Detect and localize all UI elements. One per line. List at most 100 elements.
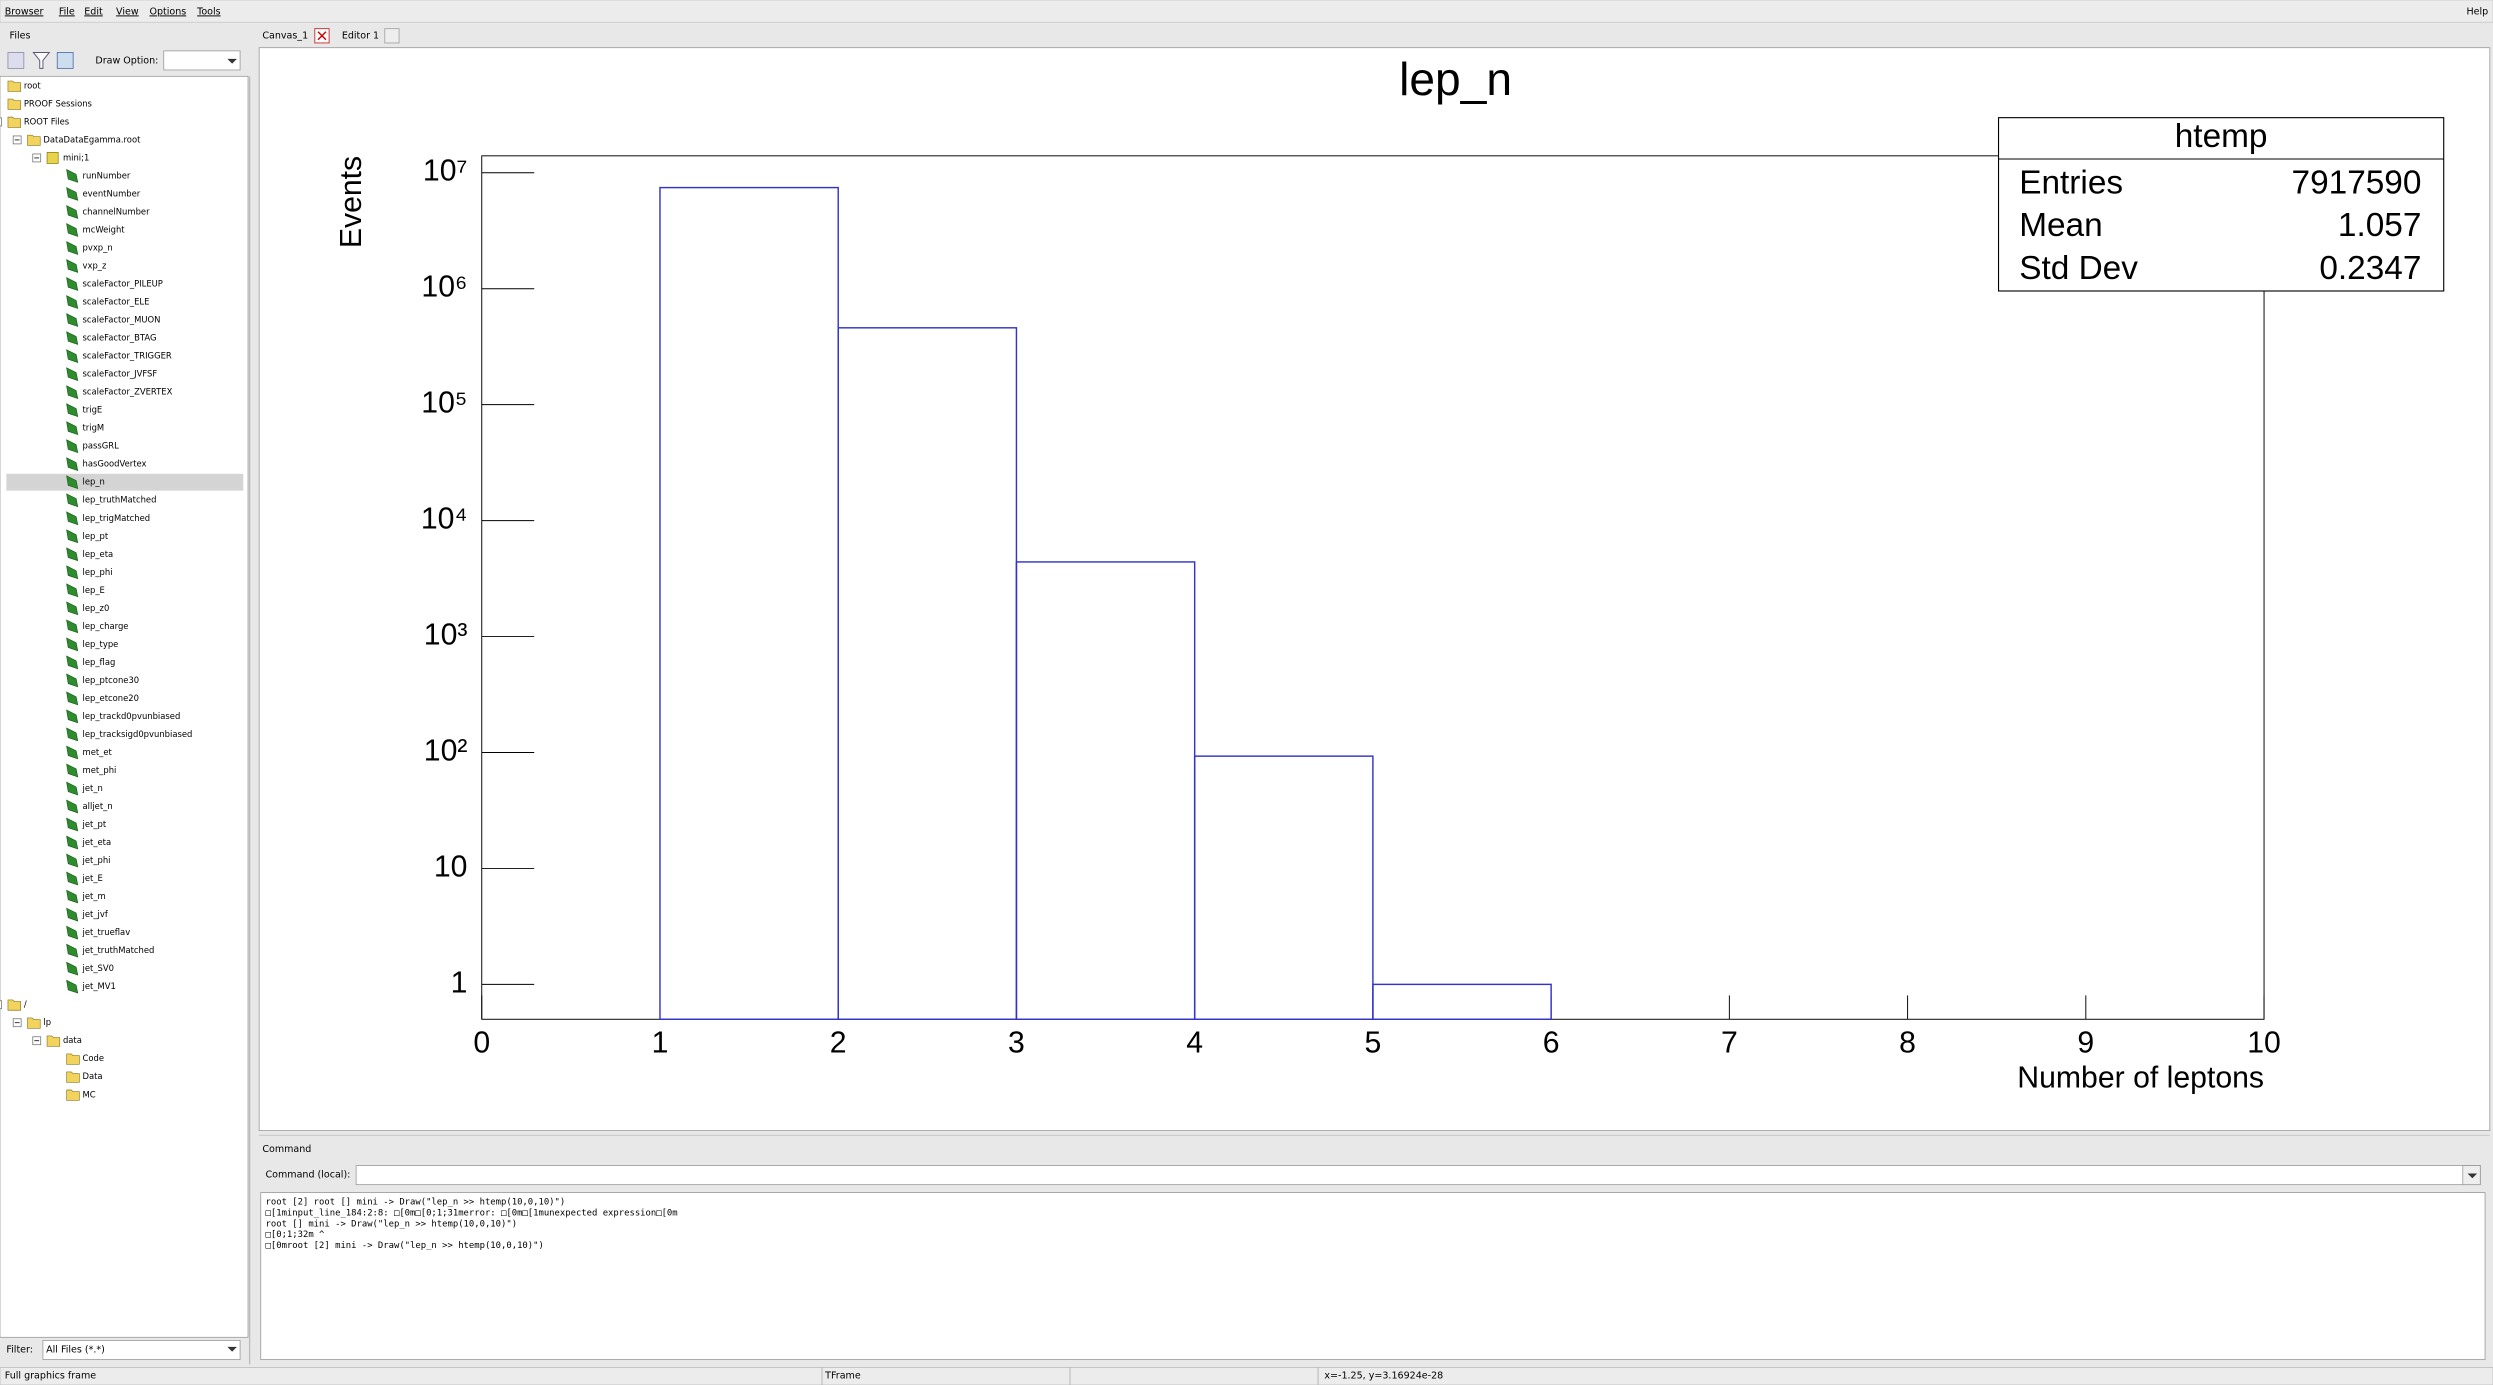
tree-item[interactable]: lep_E <box>83 585 105 595</box>
command-entry[interactable] <box>355 1165 2481 1186</box>
leaf-icon <box>66 439 79 454</box>
close-tab-icon[interactable] <box>384 28 400 44</box>
tree-item[interactable]: met_phi <box>83 765 117 775</box>
tree-item[interactable]: channelNumber <box>83 206 151 216</box>
tree-item[interactable]: jet_n <box>82 783 103 793</box>
leaf-icon <box>66 421 79 436</box>
tree-item[interactable]: lep_charge <box>83 621 129 631</box>
leaf-icon <box>66 727 79 742</box>
tree-item[interactable]: trigM <box>83 423 105 433</box>
menu-item[interactable]: File <box>59 6 75 17</box>
leaf-icon <box>66 565 79 580</box>
tree-item[interactable]: eventNumber <box>83 188 141 198</box>
tree-item[interactable]: jet_pt <box>82 819 107 829</box>
leaf-icon <box>66 223 79 237</box>
tree-item[interactable]: DataDataEgamma.root <box>43 134 141 144</box>
sort-button[interactable] <box>7 52 25 69</box>
tree-item[interactable]: lep_flag <box>83 657 116 667</box>
y-tick-label: 10⁷ <box>423 155 468 188</box>
tree-item[interactable]: jet_phi <box>82 855 111 865</box>
tree-item[interactable]: Code <box>83 1053 105 1063</box>
expander[interactable] <box>0 1000 2 1010</box>
tree-item[interactable]: runNumber <box>83 170 131 180</box>
tree-item[interactable]: scaleFactor_PILEUP <box>83 279 163 289</box>
tree-item[interactable]: MC <box>83 1089 96 1099</box>
tree-item[interactable]: trigE <box>83 405 103 415</box>
tree-item[interactable]: lep_type <box>83 639 119 649</box>
tab-label[interactable]: Editor 1 <box>342 30 379 41</box>
tree-item[interactable]: jet_m <box>82 891 106 901</box>
tree-item[interactable]: lep_n <box>83 477 105 487</box>
tree-item[interactable]: hasGoodVertex <box>83 459 147 469</box>
combo-value[interactable]: All Files (*.*) <box>46 1345 105 1356</box>
menu-item[interactable]: Tools <box>196 6 221 17</box>
tree-item[interactable]: mcWeight <box>83 224 126 234</box>
x-tick-label: 8 <box>1899 1027 1916 1060</box>
expander[interactable] <box>0 117 2 127</box>
menu-item[interactable]: Options <box>149 6 186 17</box>
tree-item[interactable]: jet_trueflav <box>82 927 131 937</box>
tree-item[interactable]: vxp_z <box>83 261 107 271</box>
tree-icon <box>46 152 59 164</box>
tree-item[interactable]: lep_ptcone30 <box>83 675 140 685</box>
tree-item[interactable]: scaleFactor_TRIGGER <box>83 351 172 361</box>
tree-item[interactable]: scaleFactor_MUON <box>83 315 161 325</box>
tab-label[interactable]: Files <box>10 30 31 41</box>
leaf-icon <box>66 241 79 255</box>
leaf-icon <box>66 763 79 778</box>
tree-item[interactable]: scaleFactor_JVFSF <box>83 369 158 379</box>
tree-item[interactable]: lep_z0 <box>83 603 110 613</box>
tree-panel <box>0 75 249 1338</box>
leaf-icon <box>66 313 79 327</box>
tree-item[interactable]: lep_eta <box>83 549 114 559</box>
refresh-button[interactable] <box>56 52 74 69</box>
tree-item[interactable]: jet_SV0 <box>82 963 114 973</box>
tree-item[interactable]: passGRL <box>83 441 120 451</box>
tab-label[interactable]: Canvas_1 <box>262 30 308 41</box>
menu-item[interactable]: View <box>116 6 139 17</box>
tree-item[interactable]: jet_jvf <box>82 909 109 919</box>
filter-combo[interactable] <box>42 1340 241 1360</box>
tab-label[interactable]: Command <box>262 1144 311 1155</box>
tree-item[interactable]: lep_truthMatched <box>83 495 157 505</box>
tree-item[interactable]: jet_eta <box>82 837 112 847</box>
tree-item[interactable]: jet_E <box>82 873 103 883</box>
tree-item[interactable]: met_et <box>83 747 113 757</box>
draw-option-combo[interactable] <box>163 50 241 71</box>
leaf-icon <box>66 367 79 381</box>
leaf-icon <box>66 583 79 598</box>
y-tick-label: 10⁶ <box>421 271 467 304</box>
tree-item[interactable]: alljet_n <box>83 801 113 811</box>
tree-item[interactable]: scaleFactor_ELE <box>83 297 150 307</box>
menu-item[interactable]: Edit <box>84 6 103 17</box>
tree-item[interactable]: mini;1 <box>63 152 89 162</box>
tree-item[interactable]: lep_trigMatched <box>83 513 151 523</box>
filter-button[interactable] <box>32 51 51 69</box>
tree-item[interactable]: data <box>63 1035 82 1045</box>
tree-item[interactable]: jet_MV1 <box>82 981 116 991</box>
tree-item[interactable]: / <box>24 999 27 1009</box>
leaf-icon <box>66 871 79 886</box>
tree-item[interactable]: scaleFactor_ZVERTEX <box>83 387 173 397</box>
menu-item[interactable]: Browser <box>5 6 44 17</box>
tree-item[interactable]: lep_tracksigd0pvunbiased <box>83 729 193 739</box>
tree-item[interactable]: lep_etcone20 <box>83 693 139 703</box>
tree-item[interactable]: lep_phi <box>83 567 113 577</box>
status-text: Full graphics frame <box>5 1371 97 1382</box>
tree-item[interactable]: lp <box>43 1017 51 1027</box>
leaf-icon <box>66 655 79 670</box>
tree-item[interactable]: root <box>24 80 42 90</box>
tree-item[interactable]: lep_trackd0pvunbiased <box>83 711 181 721</box>
leaf-icon <box>66 493 79 508</box>
tree-item[interactable]: pvxp_n <box>83 243 113 253</box>
menu-item[interactable]: Help <box>2466 6 2488 17</box>
tree-item[interactable]: Data <box>83 1071 103 1081</box>
tree-item[interactable]: lep_pt <box>83 531 109 541</box>
y-tick-label: 1 <box>451 966 468 999</box>
tree-item[interactable]: PROOF Sessions <box>24 98 92 108</box>
tree-item[interactable]: ROOT Files <box>24 116 69 126</box>
tree-item[interactable]: scaleFactor_BTAG <box>83 333 157 343</box>
tree-item[interactable]: jet_truthMatched <box>82 945 155 955</box>
x-tick-label: 10 <box>2247 1027 2281 1060</box>
folder-icon <box>7 98 21 110</box>
